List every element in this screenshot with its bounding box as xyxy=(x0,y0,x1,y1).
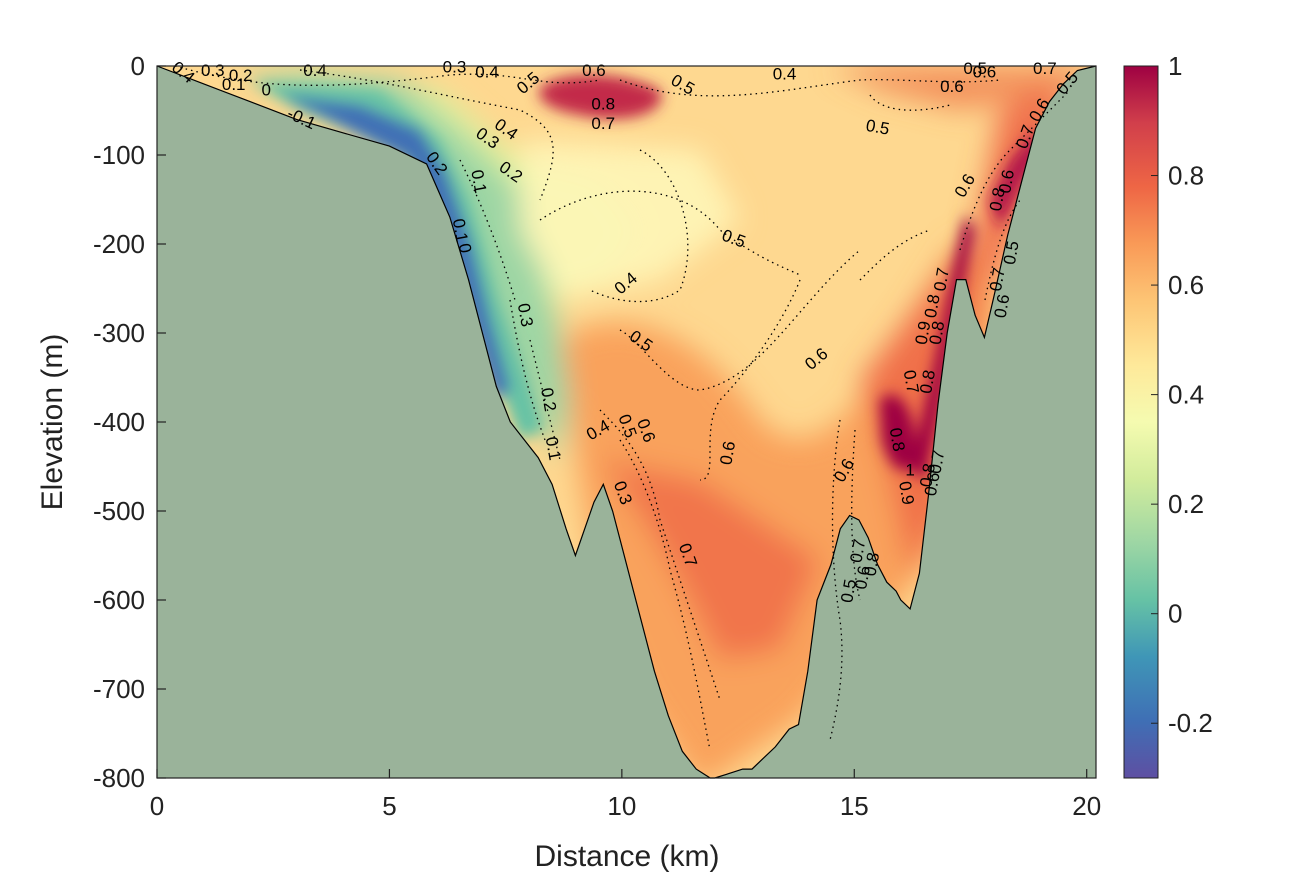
contour-label: 0.8 xyxy=(886,426,909,453)
y-tick-label: -800 xyxy=(93,763,145,793)
y-tick-label: -300 xyxy=(93,318,145,348)
contour-label: 0.1 xyxy=(542,435,565,462)
contour-label: 0.5 xyxy=(837,578,860,605)
contour-label: 0.1 xyxy=(449,217,472,244)
contour-label: 0.6 xyxy=(991,293,1014,320)
y-tick-label: -500 xyxy=(93,496,145,526)
y-axis-label: Elevation (m) xyxy=(36,334,69,511)
contour-label: 0.9 xyxy=(912,320,935,347)
contour-label: 0.8 xyxy=(916,368,939,395)
contour-label: 0.9 xyxy=(895,480,918,507)
contour-label: 0.8 xyxy=(860,551,883,578)
contour-label: 0.8 xyxy=(926,320,949,347)
colorbar-tick-label: 0.6 xyxy=(1168,270,1204,300)
colorbar xyxy=(1123,65,1159,779)
colorbar-tick-label: 0.4 xyxy=(1168,380,1204,410)
contour-label: 0.6 xyxy=(973,63,997,82)
contour-label: 0.1 xyxy=(467,168,490,195)
y-axis-ticks: 0 -100 -200 -300 -400 -500 -600 -700 -800 xyxy=(93,51,166,793)
contour-label: 0 xyxy=(455,242,475,255)
colorbar-tick-label: 0.2 xyxy=(1168,489,1204,519)
y-tick-label: 0 xyxy=(131,51,145,81)
contour-label: 0.5 xyxy=(963,59,987,78)
bathymetry-outline xyxy=(156,65,1097,779)
y-tick-label: -700 xyxy=(93,674,145,704)
y-tick-label: -600 xyxy=(93,585,145,615)
y-tick-label: -400 xyxy=(93,407,145,437)
contour-label: 0.8 xyxy=(986,186,1009,213)
x-tick-label: 15 xyxy=(840,791,869,821)
region-darkred-surface xyxy=(539,74,662,119)
contour-lines xyxy=(174,66,1071,751)
region-teal xyxy=(250,80,545,440)
colorbar-tick-label: 1 xyxy=(1168,51,1182,81)
contour-label: 0.8 xyxy=(591,95,615,114)
contour-label: 0.4 xyxy=(475,63,499,82)
contour-label: 0 xyxy=(262,80,271,99)
region-darkred-east xyxy=(880,394,916,471)
x-tick-label: 5 xyxy=(382,791,396,821)
contour-label: 0.6 xyxy=(921,471,944,498)
y-tick-label: -200 xyxy=(93,229,145,259)
x-tick-label: 20 xyxy=(1072,791,1101,821)
contour-label: 0.5 xyxy=(1000,239,1023,266)
region-yellow-mid xyxy=(520,140,740,300)
contour-label: 0.6 xyxy=(940,77,964,96)
y-tick-label: -100 xyxy=(93,140,145,170)
contour-label: 0.7 xyxy=(1033,59,1057,78)
contour-label: 0.6 xyxy=(995,168,1018,195)
region-green xyxy=(240,70,570,460)
contour-label: 0.6 xyxy=(582,61,606,80)
colorbar-tick-label: 0.8 xyxy=(1168,161,1204,191)
contour-label: 0.4 xyxy=(773,64,797,83)
contour-label: 0.4 xyxy=(303,61,327,80)
x-axis-ticks: 0 5 10 15 20 xyxy=(150,769,1101,821)
contour-label: 0.7 xyxy=(926,449,949,476)
x-axis-label: Distance (km) xyxy=(534,840,719,873)
contour-label: 0.1 xyxy=(222,75,246,94)
contour-label: 0.2 xyxy=(537,386,560,413)
contour-label: 1 xyxy=(905,460,914,479)
contour-label: 0.7 xyxy=(591,114,615,133)
colorbar-ticks: 1 0.8 0.6 0.4 0.2 0 -0.2 xyxy=(1151,51,1213,738)
x-tick-label: 10 xyxy=(607,791,636,821)
contour-label: 0.5 xyxy=(864,116,891,139)
contour-label: 0.8 xyxy=(921,293,944,320)
contour-label: 0.2 xyxy=(229,66,253,85)
colorbar-tick-label: 0 xyxy=(1168,599,1182,629)
contour-label: 0.7 xyxy=(847,538,870,565)
contour-label: 0.7 xyxy=(986,266,1009,293)
region-red-deep xyxy=(600,460,820,660)
x-tick-label: 0 xyxy=(150,791,164,821)
contour-label: 0.6 xyxy=(716,440,739,467)
contour-label: 0.3 xyxy=(443,57,467,76)
colorbar-tick-label: -0.2 xyxy=(1168,708,1213,738)
contour-label: 0.7 xyxy=(900,368,923,395)
contour-label: 0.6 xyxy=(851,564,874,591)
contour-label: 0.3 xyxy=(514,302,537,329)
contour-label: 0.7 xyxy=(930,266,953,293)
contour-label: 0.8 xyxy=(916,462,939,489)
